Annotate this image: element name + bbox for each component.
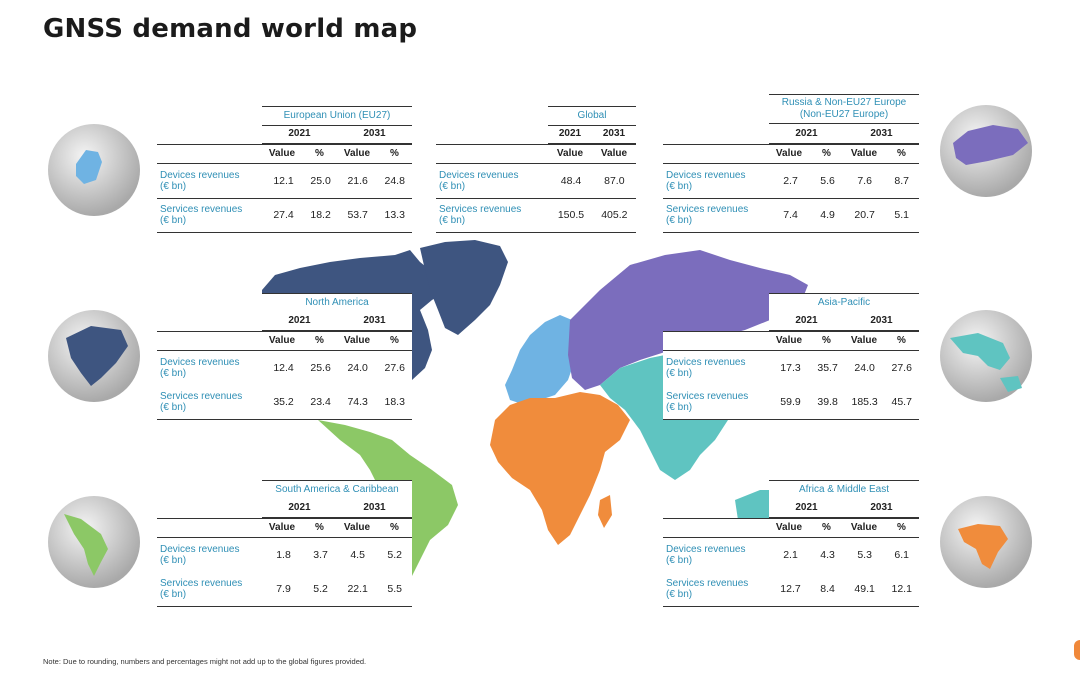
column-headers: Value % Value % — [663, 144, 919, 164]
page-title: GNSS demand world map — [43, 14, 418, 44]
table-row: Services revenues (€ bn) 27.4 18.2 53.7 1… — [157, 198, 412, 233]
table-asia-pacific: Asia-Pacific 2021 2031 Value % Value % D… — [663, 293, 919, 420]
table-global: Global 2021 2031 Value Value Devices rev… — [436, 106, 636, 233]
map-russia-asia — [568, 250, 808, 390]
map-africa-middle-east — [490, 392, 630, 545]
globe-eu-icon — [48, 124, 140, 216]
region-title-global: Global — [548, 106, 636, 126]
row-label-devices: Devices revenues (€ bn) — [160, 170, 240, 192]
row-label-services: Services revenues (€ bn) — [160, 391, 243, 413]
table-row: Devices revenues (€ bn) 48.4 87.0 — [436, 164, 636, 199]
row-label-devices: Devices revenues (€ bn) — [666, 357, 746, 379]
table-row: Services revenues (€ bn) 7.9 5.2 22.1 5.5 — [157, 572, 412, 607]
column-headers: Value Value — [436, 144, 636, 164]
footnote: Note: Due to rounding, numbers and perce… — [43, 657, 367, 666]
globe-asia-pacific-icon — [940, 310, 1032, 402]
row-label-services: Services revenues (€ bn) — [160, 578, 243, 600]
table-row: Devices revenues (€ bn) 12.1 25.0 21.6 24… — [157, 164, 412, 199]
region-title-africa-middle-east: Africa & Middle East — [769, 480, 919, 500]
table-eu: European Union (EU27) 2021 2031 Value % … — [157, 106, 412, 233]
years-row: 2021 2031 — [548, 125, 636, 144]
region-title-south-america: South America & Caribbean — [262, 480, 412, 500]
table-south-america: South America & Caribbean 2021 2031 Valu… — [157, 480, 412, 607]
row-label-devices: Devices revenues (€ bn) — [666, 170, 746, 192]
column-headers: Value % Value % — [663, 518, 919, 538]
row-label-devices: Devices revenues (€ bn) — [439, 170, 519, 192]
table-row: Services revenues (€ bn) 59.9 39.8 185.3 … — [663, 385, 919, 420]
table-row: Services revenues (€ bn) 35.2 23.4 74.3 1… — [157, 385, 412, 420]
row-label-devices: Devices revenues (€ bn) — [666, 544, 746, 566]
table-russia: Russia & Non-EU27 Europe (Non-EU27 Europ… — [663, 94, 919, 233]
years-row: 2021 2031 — [262, 312, 412, 331]
years-row: 2021 2031 — [262, 499, 412, 518]
row-label-services: Services revenues (€ bn) — [666, 391, 749, 413]
region-title-north-america: North America — [262, 293, 412, 313]
row-label-devices: Devices revenues (€ bn) — [160, 357, 240, 379]
corner-accent — [1074, 640, 1080, 660]
column-headers: Value % Value % — [157, 331, 412, 351]
row-label-devices: Devices revenues (€ bn) — [160, 544, 240, 566]
region-title-russia: Russia & Non-EU27 Europe (Non-EU27 Europ… — [769, 94, 919, 124]
years-row: 2021 2031 — [769, 312, 919, 331]
table-row: Devices revenues (€ bn) 17.3 35.7 24.0 27… — [663, 351, 919, 386]
row-label-services: Services revenues (€ bn) — [666, 578, 749, 600]
globe-russia-icon — [940, 105, 1032, 197]
row-label-services: Services revenues (€ bn) — [439, 204, 522, 226]
column-headers: Value % Value % — [663, 331, 919, 351]
table-africa-middle-east: Africa & Middle East 2021 2031 Value % V… — [663, 480, 919, 607]
table-row: Devices revenues (€ bn) 2.7 5.6 7.6 8.7 — [663, 164, 919, 199]
map-europe — [505, 315, 575, 405]
globe-north-america-icon — [48, 310, 140, 402]
row-label-services: Services revenues (€ bn) — [666, 204, 749, 226]
table-north-america: North America 2021 2031 Value % Value % … — [157, 293, 412, 420]
table-row: Services revenues (€ bn) 150.5 405.2 — [436, 198, 636, 233]
column-headers: Value % Value % — [157, 518, 412, 538]
region-title-asia-pacific: Asia-Pacific — [769, 293, 919, 313]
years-row: 2021 2031 — [769, 499, 919, 518]
map-greenland — [420, 240, 508, 335]
region-title-eu: European Union (EU27) — [262, 106, 412, 126]
years-row: 2021 2031 — [769, 125, 919, 144]
table-row: Services revenues (€ bn) 7.4 4.9 20.7 5.1 — [663, 198, 919, 233]
table-row: Devices revenues (€ bn) 1.8 3.7 4.5 5.2 — [157, 538, 412, 573]
column-headers: Value % Value % — [157, 144, 412, 164]
map-madagascar — [598, 495, 612, 528]
years-row: 2021 2031 — [262, 125, 412, 144]
globe-africa-icon — [940, 496, 1032, 588]
table-row: Services revenues (€ bn) 12.7 8.4 49.1 12… — [663, 572, 919, 607]
globe-south-america-icon — [48, 496, 140, 588]
map-south-america — [318, 420, 458, 600]
table-row: Devices revenues (€ bn) 12.4 25.6 24.0 27… — [157, 351, 412, 386]
row-label-services: Services revenues (€ bn) — [160, 204, 243, 226]
table-row: Devices revenues (€ bn) 2.1 4.3 5.3 6.1 — [663, 538, 919, 573]
